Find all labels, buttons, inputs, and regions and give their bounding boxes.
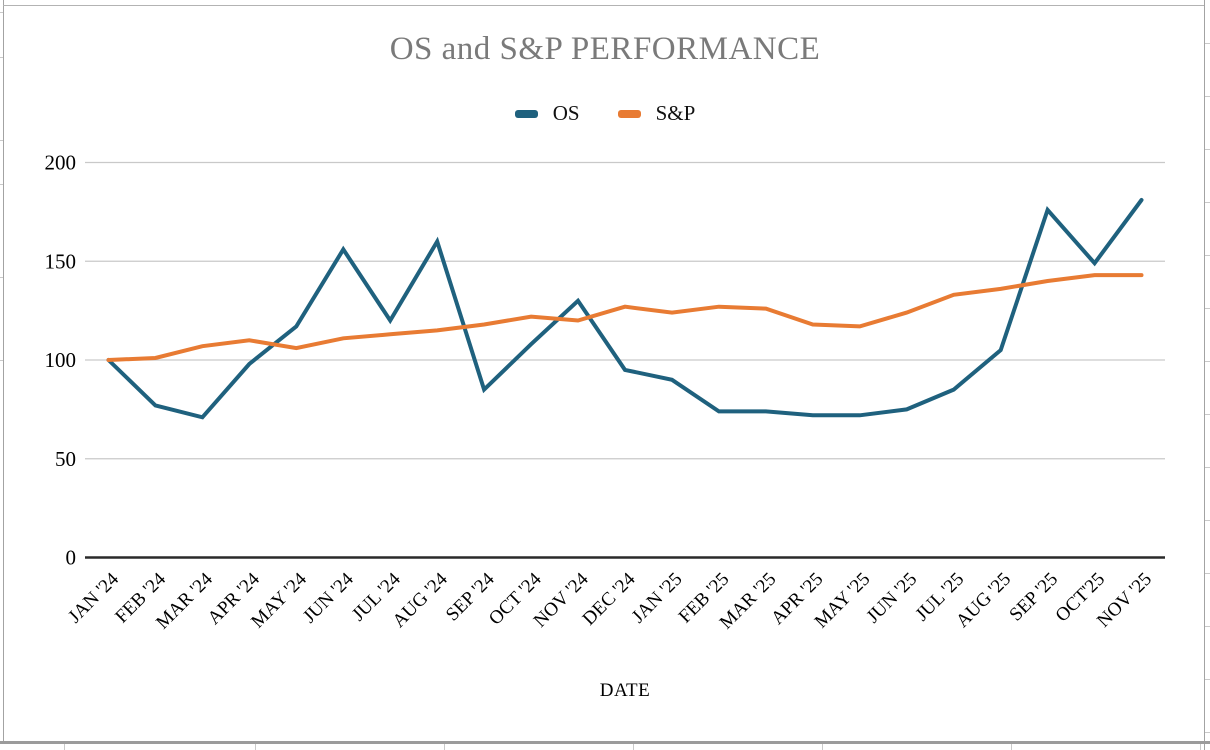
cell-border-tick bbox=[1205, 414, 1210, 415]
cell-border-tick bbox=[0, 277, 3, 278]
y-tick-label: 0 bbox=[66, 546, 77, 570]
frame-border-right bbox=[1204, 0, 1205, 750]
cell-border-tick bbox=[1205, 679, 1210, 680]
series-line-os bbox=[106, 198, 1144, 420]
x-tick-label: JAN '24 bbox=[64, 568, 123, 627]
cell-border-tick bbox=[1205, 255, 1210, 256]
cell-border-tick bbox=[0, 12, 3, 13]
cell-border-tick bbox=[1205, 626, 1210, 627]
cell-border-tick bbox=[1200, 744, 1201, 750]
legend-item-os: OS bbox=[514, 101, 580, 126]
legend-item-sp: S&P bbox=[617, 101, 696, 126]
x-tick-label: JAN '25 bbox=[628, 569, 687, 628]
cell-border-tick bbox=[1205, 202, 1210, 203]
cell-border-tick bbox=[1205, 732, 1210, 733]
y-tick-label: 150 bbox=[45, 249, 77, 273]
x-tick-label: JUN '25 bbox=[863, 569, 922, 628]
legend-label-os: OS bbox=[552, 101, 580, 125]
cell-border-tick bbox=[633, 744, 634, 750]
os-series-swatch-icon bbox=[514, 109, 538, 118]
cell-border-tick bbox=[1205, 308, 1210, 309]
cell-border-tick bbox=[1011, 744, 1012, 750]
sp-series-swatch-icon bbox=[617, 109, 641, 118]
cell-border-tick bbox=[1205, 149, 1210, 150]
chart-legend: OS S&P bbox=[0, 101, 1210, 126]
cell-border-tick bbox=[444, 744, 445, 750]
cell-border-tick bbox=[1205, 573, 1210, 574]
cell-border-tick bbox=[1205, 43, 1210, 44]
cell-border-tick bbox=[0, 140, 3, 141]
y-tick-label: 100 bbox=[45, 348, 77, 372]
x-tick-label: JUN '24 bbox=[299, 568, 358, 627]
cell-border-tick bbox=[64, 744, 65, 750]
x-tick-label: DEC '24 bbox=[579, 568, 640, 629]
y-tick-label: 50 bbox=[55, 447, 76, 471]
cell-border-tick bbox=[0, 57, 3, 58]
cell-border-tick bbox=[1205, 520, 1210, 521]
cell-border-tick bbox=[0, 360, 3, 361]
legend-label-sp: S&P bbox=[655, 101, 696, 125]
x-axis-title: DATE bbox=[599, 680, 651, 701]
cell-border-tick bbox=[822, 744, 823, 750]
cell-border-tick bbox=[1205, 361, 1210, 362]
y-tick-label: 200 bbox=[45, 151, 77, 175]
frame-border-left bbox=[3, 0, 4, 742]
series-line-sp bbox=[106, 273, 1144, 362]
frame-border-top bbox=[3, 5, 1205, 6]
cell-border-tick bbox=[0, 184, 3, 185]
cell-border-tick bbox=[1205, 96, 1210, 97]
cell-border-tick bbox=[255, 744, 256, 750]
x-tick-label: SEP '25 bbox=[1005, 569, 1062, 626]
frame-border-bottom bbox=[0, 741, 1210, 744]
cell-border-tick bbox=[1205, 467, 1210, 468]
chart-title: OS and S&P PERFORMANCE bbox=[389, 31, 821, 67]
